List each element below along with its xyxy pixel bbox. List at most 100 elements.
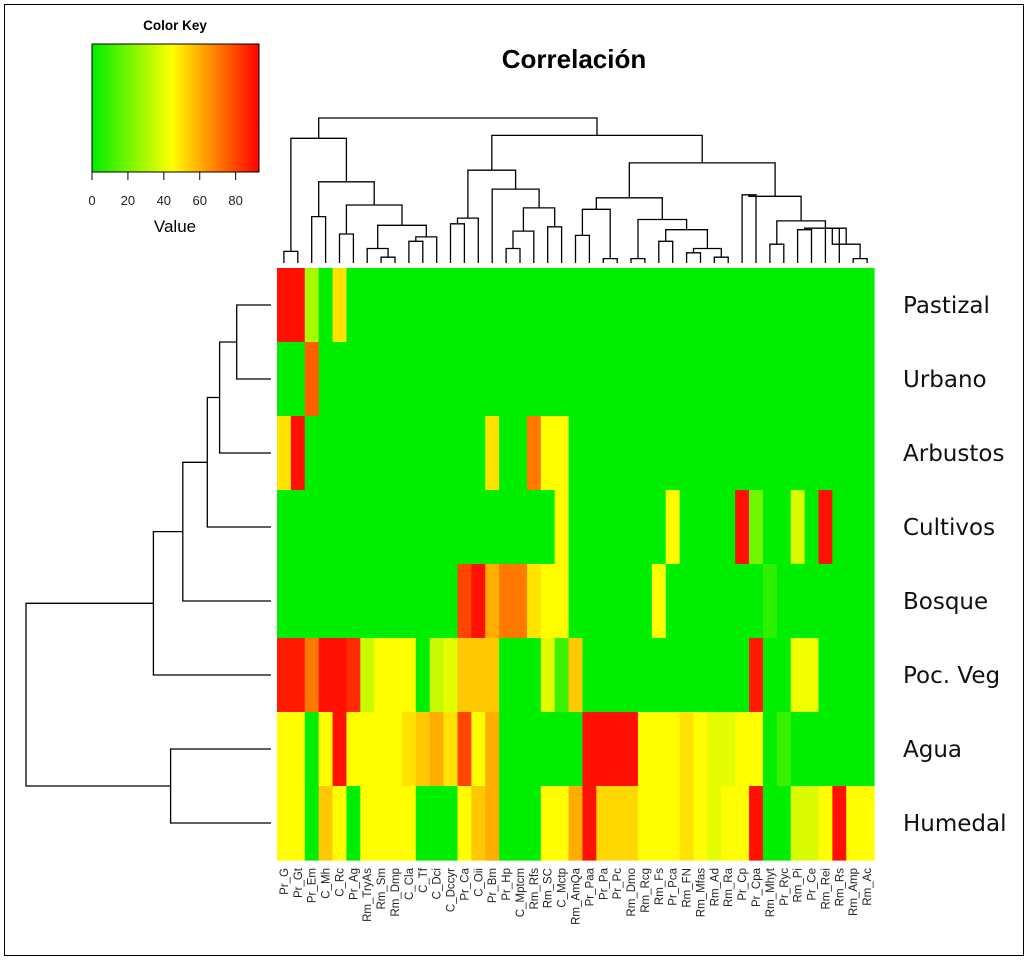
heatmap-cell (624, 712, 639, 787)
heatmap-cell (471, 342, 486, 417)
heatmap-cell (415, 564, 431, 639)
column-label: Rm_Dmp (390, 868, 402, 917)
dendrogram-branch (345, 204, 403, 234)
heatmap-cell (415, 638, 431, 713)
heatmap-cell (388, 268, 403, 343)
heatmap-cell (721, 786, 736, 861)
row-label: Bosque (903, 589, 988, 615)
heatmap-cell (790, 712, 806, 787)
heatmap-cell (818, 342, 833, 417)
heatmap-cell (804, 416, 820, 491)
heatmap-cell (374, 786, 389, 861)
heatmap-cell (540, 490, 556, 565)
heatmap-cell (457, 786, 472, 861)
heatmap-cell (485, 268, 500, 343)
heatmap-cell (860, 638, 875, 713)
heatmap-cell (749, 268, 764, 343)
heatmap-cell (318, 268, 334, 343)
heatmap-cell (499, 268, 514, 343)
heatmap-cell (304, 712, 320, 787)
heatmap-cell (332, 268, 348, 343)
heatmap-cell (415, 712, 431, 787)
dendrogram-branch (169, 748, 271, 824)
column-label: Pr_Ca (459, 867, 471, 900)
heatmap-cell (304, 342, 320, 417)
column-label: Rm_Amp (848, 868, 860, 916)
heatmap-cell (860, 416, 875, 491)
heatmap-cell (624, 416, 639, 491)
heatmap-cell (401, 342, 417, 417)
heatmap-cell (637, 638, 653, 713)
heatmap-cell (596, 712, 611, 787)
heatmap-cell (651, 638, 667, 713)
heatmap-cell (735, 786, 750, 861)
heatmap-cell (582, 490, 597, 565)
dendrogram-branch (283, 250, 299, 263)
heatmap-cell (846, 712, 861, 787)
heatmap-cell (443, 564, 459, 639)
heatmap-cell (388, 786, 403, 861)
color-key-title: Color Key (143, 18, 207, 33)
heatmap-cell (790, 786, 806, 861)
heatmap-cell (749, 416, 764, 491)
heatmap-cell (693, 490, 708, 565)
row-labels: Pastizal Urbano Arbustos Cultivos Bosque Poc.… (903, 293, 1007, 837)
dendrogram-branch (547, 226, 563, 263)
column-label: Rm_Rfs (529, 868, 541, 910)
heatmap-cell (651, 490, 667, 565)
heatmap-cell (277, 342, 292, 417)
dendrogram-branch (581, 208, 611, 259)
heatmap-cell (290, 712, 306, 787)
heatmap-cell (499, 490, 514, 565)
heatmap-cell (846, 786, 861, 861)
dendrogram-branch (206, 396, 271, 528)
heatmap-cell (693, 416, 708, 491)
heatmap-cell (679, 786, 695, 861)
heatmap-cell (499, 564, 514, 639)
heatmap-cell (513, 490, 528, 565)
column-label: C_Rc (335, 868, 347, 897)
heatmap-cell (776, 712, 792, 787)
heatmap-cell (540, 342, 556, 417)
heatmap-cell (360, 638, 375, 713)
heatmap-cell (735, 416, 750, 491)
heatmap-cell (346, 786, 361, 861)
heatmap-cell (762, 490, 778, 565)
dendrogram-branch (522, 207, 556, 232)
dendrogram-branch (456, 217, 479, 263)
column-label: Rm_Rs (834, 868, 846, 907)
heatmap-cell (499, 786, 514, 861)
heatmap-cell (415, 342, 431, 417)
heatmap-cell (749, 564, 764, 639)
column-label: Rm_Mhyt (765, 867, 777, 917)
heatmap-cell (568, 490, 584, 565)
heatmap-cell (346, 638, 361, 713)
dendrogram-branch (748, 194, 802, 221)
heatmap-cell (568, 342, 584, 417)
heatmap-cell (749, 786, 764, 861)
heatmap-cell (429, 564, 445, 639)
column-label: Rm_Dmo (626, 868, 638, 917)
column-label: Rm_Ad (709, 868, 721, 906)
color-key: Color Key 0 20 40 60 80 Value (88, 18, 260, 236)
heatmap-cell (762, 342, 778, 417)
heatmap-cell (401, 564, 417, 639)
heatmap-cell (818, 564, 833, 639)
heatmap-cell (707, 564, 722, 639)
heatmap-cell (749, 638, 764, 713)
heatmap-cell (499, 638, 514, 713)
row-label: Poc. Veg (903, 663, 1000, 689)
dendrogram-branch (408, 240, 424, 263)
heatmap-cell (554, 416, 570, 491)
key-tick-label: 0 (88, 193, 95, 208)
heatmap-cell (776, 490, 792, 565)
heatmap-cell (721, 268, 736, 343)
heatmap-cell (693, 268, 708, 343)
heatmap-cell (637, 268, 653, 343)
heatmap-cell (277, 712, 292, 787)
heatmap-cell (415, 416, 431, 491)
heatmap-cell (457, 416, 472, 491)
heatmap-cell (304, 564, 320, 639)
heatmap-cell (693, 342, 708, 417)
heatmap-cell (388, 638, 403, 713)
